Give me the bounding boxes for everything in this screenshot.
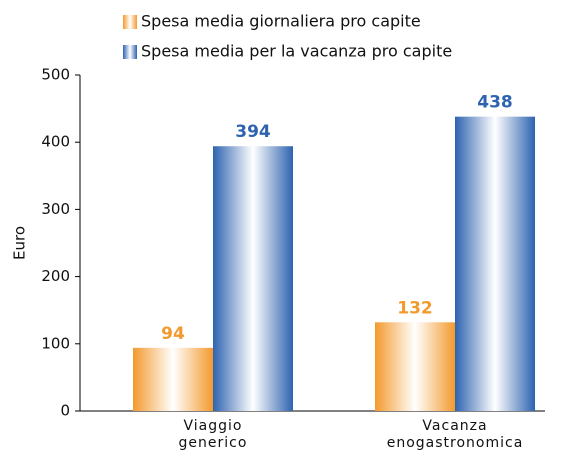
- y-tick-label: 200: [41, 267, 70, 285]
- x-tick-label: Vacanza enogastronomica: [387, 418, 524, 451]
- value-label: 394: [235, 122, 271, 142]
- value-label: 132: [397, 298, 433, 318]
- y-tick-label: 500: [41, 66, 70, 84]
- bar: [375, 322, 455, 411]
- bar: [455, 116, 535, 411]
- bar: [213, 146, 293, 411]
- value-label: 94: [161, 324, 185, 344]
- y-tick-label: 100: [41, 334, 70, 352]
- legend-swatch: [123, 45, 137, 59]
- legend-label: Spesa media per la vacanza pro capite: [141, 42, 452, 61]
- legend-swatch: [123, 15, 137, 29]
- y-tick-label: 300: [41, 200, 70, 218]
- legend-label: Spesa media giornaliera pro capite: [141, 12, 421, 31]
- y-tick-label: 400: [41, 133, 70, 151]
- x-tick-label: Viaggio generico: [179, 418, 248, 451]
- bar: [133, 347, 213, 411]
- value-label: 438: [477, 93, 513, 113]
- y-axis-label: Euro: [11, 226, 29, 260]
- y-tick-label: 0: [60, 402, 70, 420]
